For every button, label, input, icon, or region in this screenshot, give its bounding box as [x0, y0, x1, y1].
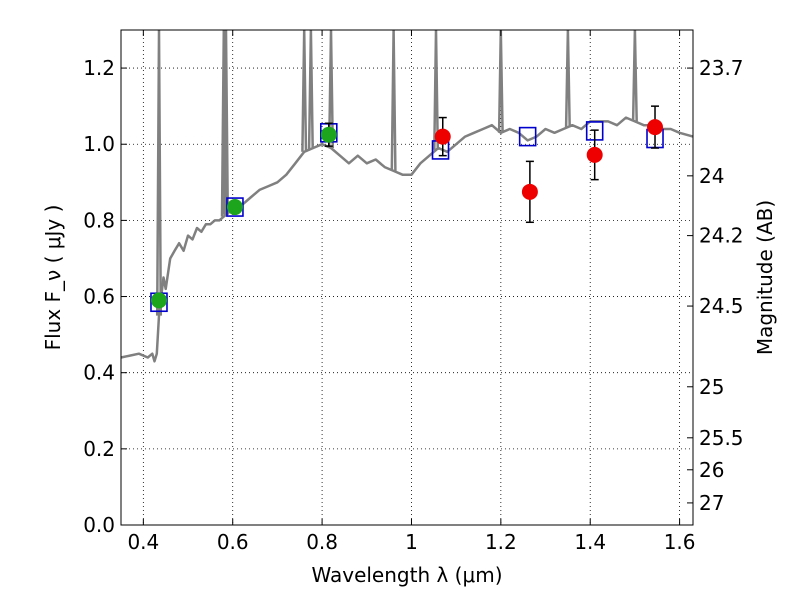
emission-line-spike [390, 29, 397, 171]
right-tick-label: 23.7 [699, 56, 744, 80]
right-axis-label: Magnitude (AB) [753, 200, 777, 355]
emission-line-spike [301, 29, 308, 152]
right-tick-label: 24 [699, 164, 724, 188]
x-tick-label: 0.8 [306, 530, 338, 554]
emission-line-spike [155, 29, 163, 316]
y-tick-label: 0.8 [83, 208, 115, 232]
x-tick-label: 1 [405, 530, 418, 554]
x-tick-label: 1.2 [485, 530, 517, 554]
emission-line-spike [307, 29, 314, 150]
observed-flux-point-red [586, 146, 603, 163]
x-tick-label: 0.6 [217, 530, 249, 554]
x-tick-label: 1.4 [574, 530, 606, 554]
observed-flux-point-red [434, 128, 451, 145]
observed-flux-point-green [150, 292, 167, 309]
y-tick-label: 0.4 [83, 361, 115, 385]
y-tick-label: 1.0 [83, 132, 115, 156]
x-axis-ticks: 0.4 0.6 0.8 1 1.2 1.4 1.6 [127, 30, 696, 554]
right-tick-label: 25.5 [699, 426, 744, 450]
observed-flux-point-green [320, 126, 337, 143]
y-axis-ticks: 0.0 0.2 0.4 0.6 0.8 1.0 1.2 [83, 56, 127, 537]
right-tick-label: 25 [699, 375, 724, 399]
x-tick-label: 1.6 [664, 530, 696, 554]
y-axis-label: Flux F_ν ( μJy ) [41, 205, 65, 351]
observed-flux-point-red [521, 183, 538, 200]
y-tick-label: 0.0 [83, 513, 115, 537]
right-tick-label: 24.5 [699, 294, 744, 318]
model-spectrum [120, 29, 694, 363]
emission-line-spike [564, 29, 571, 128]
photometry-markers [150, 105, 664, 313]
plot-frame [120, 29, 694, 526]
emission-line-spike [497, 29, 504, 133]
x-tick-label: 0.4 [127, 530, 159, 554]
right-tick-label: 27 [699, 491, 724, 515]
emission-line-spike [631, 29, 638, 122]
y-tick-label: 1.2 [83, 56, 115, 80]
right-tick-label: 26 [699, 458, 724, 482]
y-tick-label: 0.6 [83, 285, 115, 309]
model-flux-square [518, 126, 537, 147]
spectrum-line [120, 116, 694, 363]
observed-flux-point-green [226, 199, 243, 216]
observed-flux-point-red [647, 119, 664, 136]
x-axis-label: Wavelength λ (μm) [311, 563, 502, 587]
grid [121, 30, 693, 526]
y-tick-label: 0.2 [83, 437, 115, 461]
right-tick-label: 24.2 [699, 224, 744, 248]
right-axis-ticks: 23.7 24 24.2 24.5 25 25.5 26 27 [687, 56, 744, 515]
